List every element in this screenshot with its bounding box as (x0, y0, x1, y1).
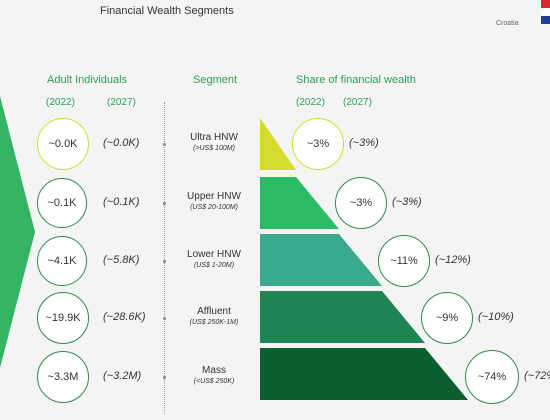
adults-2022-value: ~19.9K (37, 292, 89, 344)
pyramid-tier-affluent (260, 291, 425, 343)
flag-stripe-red (541, 0, 550, 8)
segment-name: Affluent (197, 306, 231, 317)
share-2022-value: ~74% (465, 350, 519, 404)
segment-divider-dot (163, 376, 166, 379)
adults-2022-value: ~4.1K (37, 236, 87, 286)
pyramid-tier-lower-hnw (260, 234, 382, 286)
segment-label: Lower HNW (US$ 1-20M) (159, 249, 269, 269)
share-year-2022: (2022) (296, 97, 325, 108)
adults-2027-value: (~28.6K) (103, 311, 146, 323)
share-2022-value: ~3% (292, 118, 344, 170)
segment-divider-dot (163, 317, 166, 320)
direction-arrow (0, 96, 35, 368)
pyramid-tier-upper-hnw (260, 177, 339, 229)
adults-2022-value: ~3.3M (37, 351, 89, 403)
segment-range: (<US$ 250K) (193, 378, 235, 385)
segment-range: (US$ 20-100M) (190, 204, 238, 211)
adults-2022-value: ~0.1K (37, 178, 87, 228)
croatia-flag-icon (541, 0, 550, 24)
pyramid-tier-ultra-hnw (260, 118, 296, 170)
segment-divider-dot (163, 202, 166, 205)
segment-label: Ultra HNW (>US$ 100M) (159, 132, 269, 152)
arrow-shape (0, 96, 35, 368)
segment-label: Upper HNW (US$ 20-100M) (159, 191, 269, 211)
flag-stripe-white (541, 8, 550, 16)
pyramid-tier-mass (260, 348, 468, 400)
share-2027-value: (~10%) (478, 311, 514, 323)
segment-name: Mass (202, 365, 226, 376)
adults-2022-value: ~0.0K (37, 118, 89, 170)
segment-divider-dot (163, 260, 166, 263)
segment-name: Upper HNW (187, 191, 241, 202)
share-2022-value: ~3% (335, 177, 387, 229)
adults-2027-value: (~0.0K) (103, 137, 140, 149)
share-2027-value: (~3%) (392, 196, 422, 208)
adults-year-2022: (2022) (46, 97, 75, 108)
segment-header: Segment (193, 74, 238, 86)
share-2027-value: (~3%) (349, 137, 379, 149)
page-title: Financial Wealth Segments (100, 5, 234, 17)
segment-range: (US$ 250K-1M) (189, 319, 239, 326)
country-label: Croatia (496, 20, 519, 27)
adults-2027-value: (~5.8K) (103, 254, 140, 266)
share-2027-value: (~72%) (524, 370, 550, 382)
adults-2027-value: (~0.1K) (103, 196, 140, 208)
share-2027-value: (~12%) (435, 254, 471, 266)
segment-label: Affluent (US$ 250K-1M) (159, 306, 269, 326)
share-2022-value: ~11% (378, 235, 430, 287)
segment-divider-dot (163, 143, 166, 146)
adults-year-2027: (2027) (107, 97, 136, 108)
segment-label: Mass (<US$ 250K) (159, 365, 269, 385)
share-year-2027: (2027) (343, 97, 372, 108)
segment-range: (US$ 1-20M) (193, 262, 235, 269)
segment-range: (>US$ 100M) (193, 145, 235, 152)
flag-stripe-blue (541, 16, 550, 24)
segment-name: Lower HNW (187, 249, 241, 260)
adults-header: Adult Individuals (47, 74, 128, 86)
segment-name: Ultra HNW (190, 132, 238, 143)
share-2022-value: ~9% (421, 292, 473, 344)
segment-divider-line (164, 102, 165, 414)
adults-2027-value: (~3.2M) (103, 370, 142, 382)
share-header: Share of financial wealth (296, 74, 416, 86)
